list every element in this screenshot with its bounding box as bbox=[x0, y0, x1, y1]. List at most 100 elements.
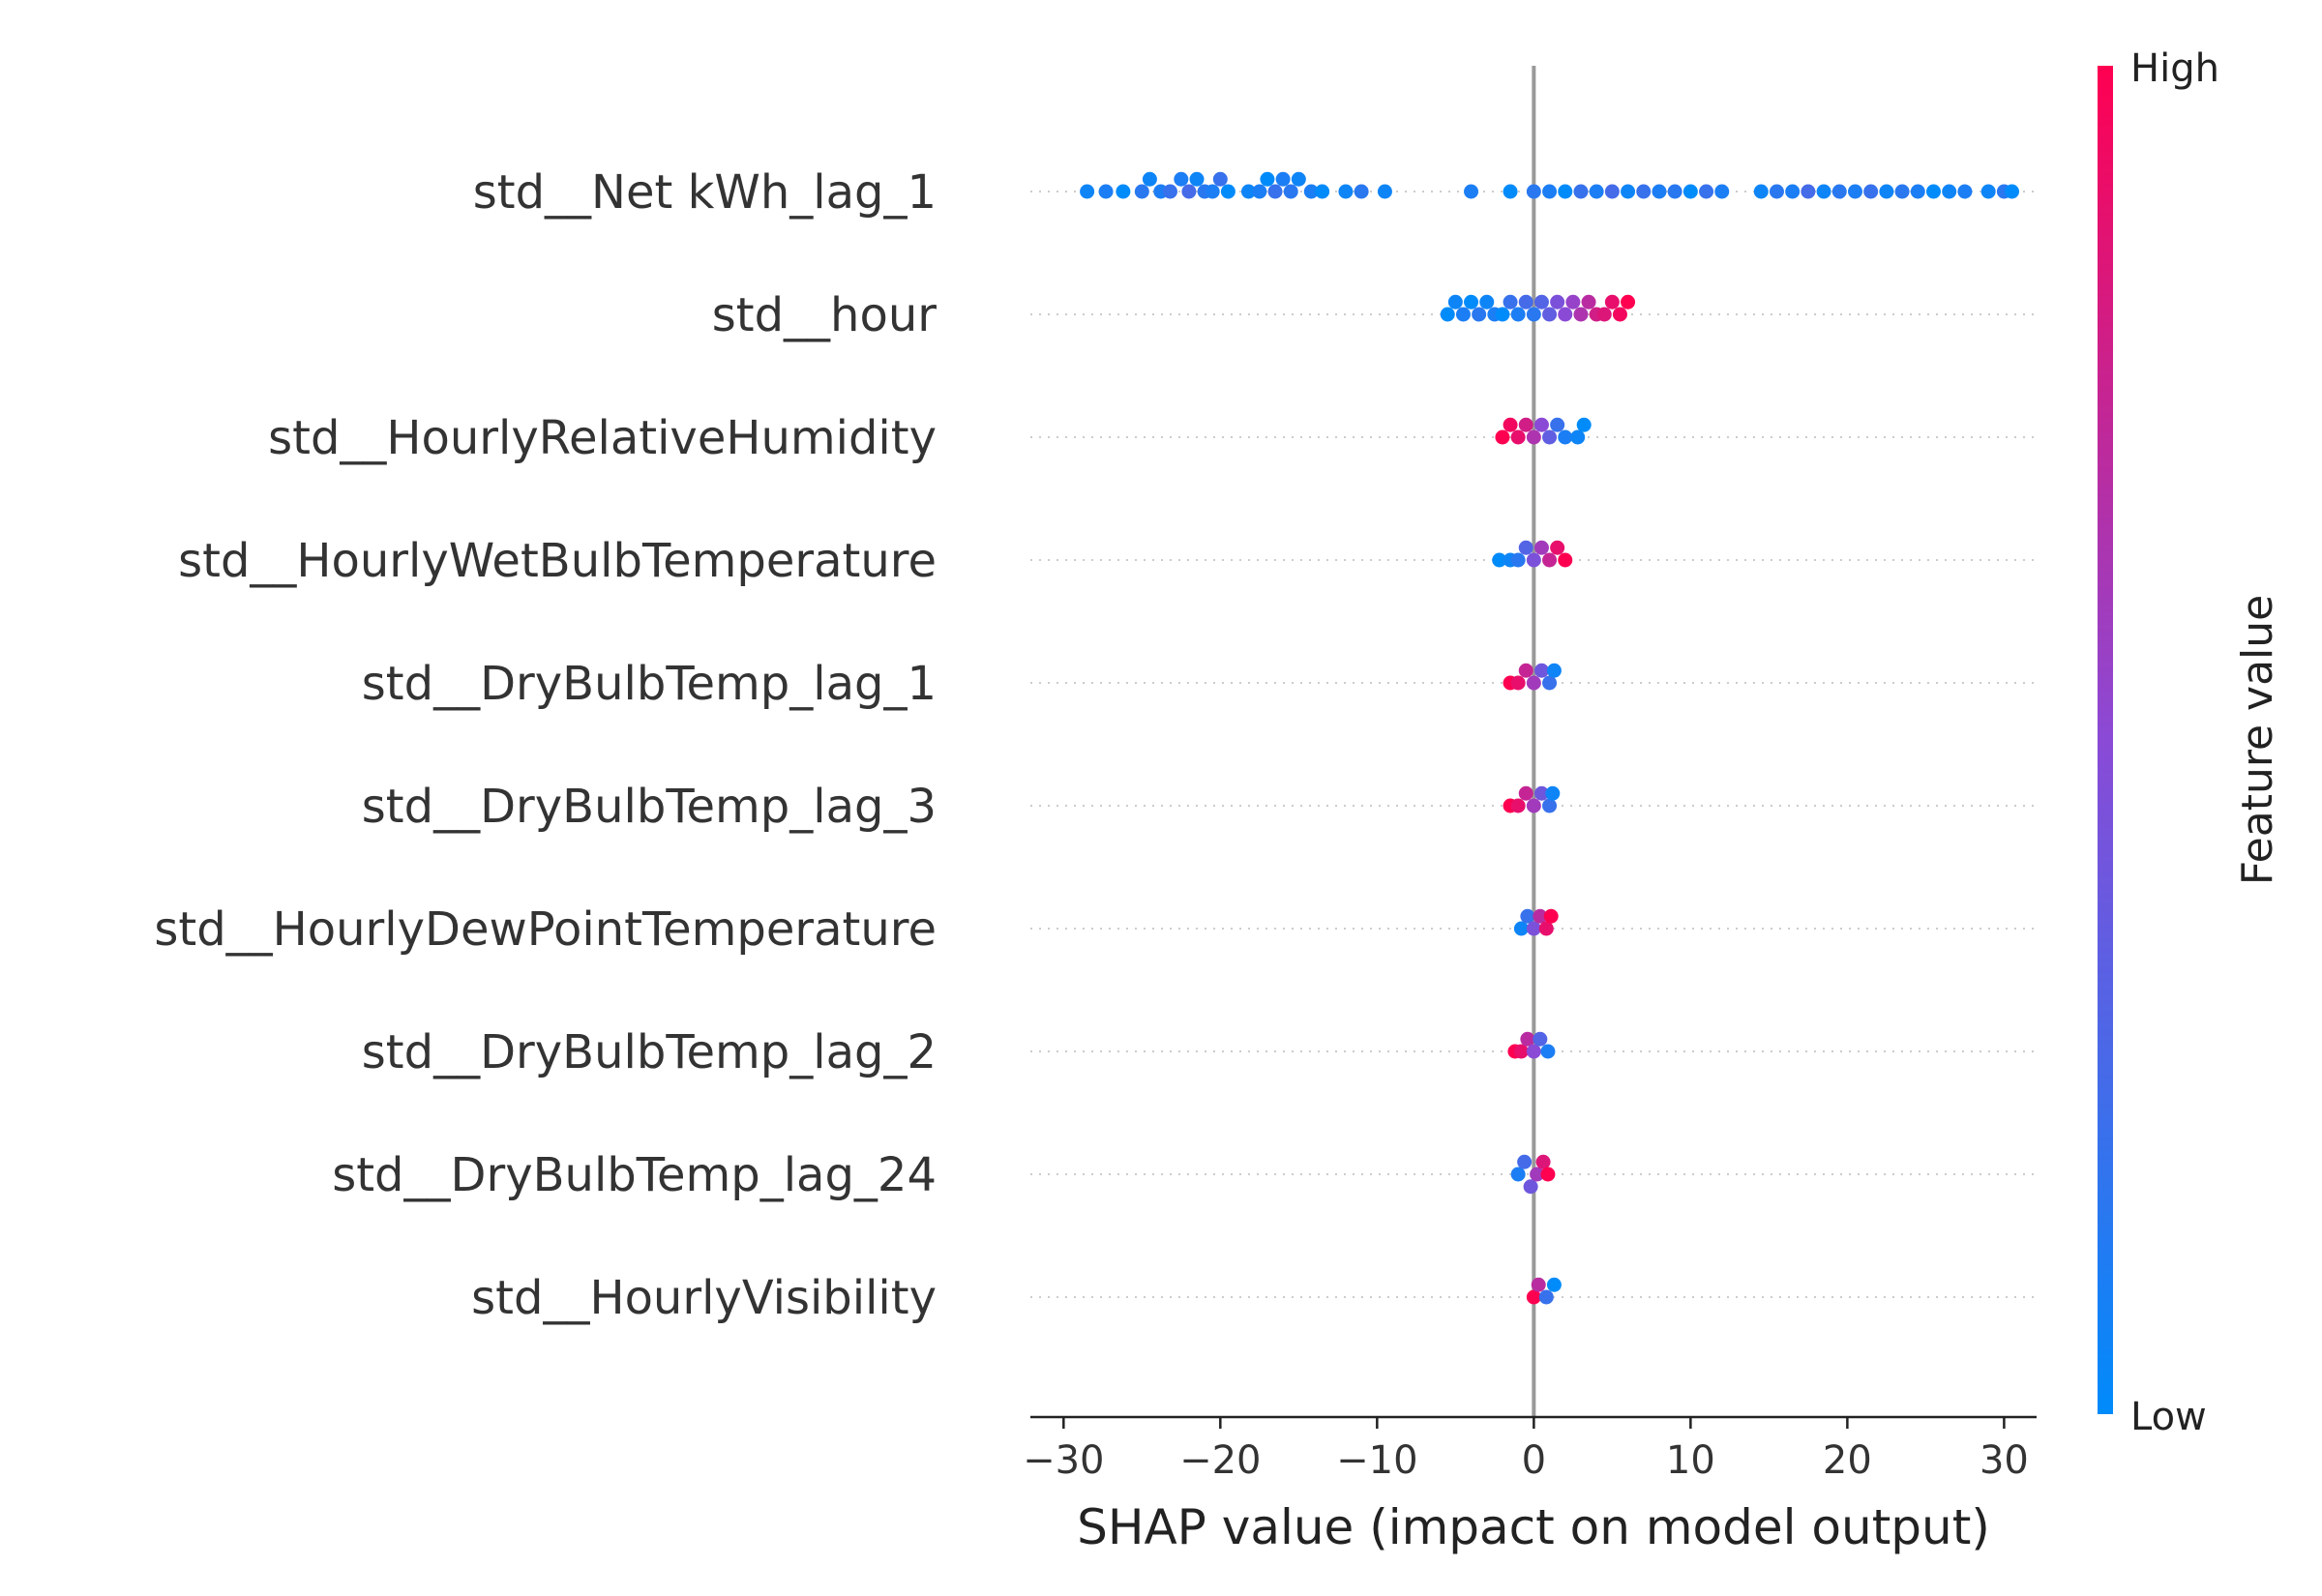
x-tick-label: 20 bbox=[1823, 1438, 1872, 1483]
feature-labels: std__Net kWh_lag_1 std__hour std__HourlyRe… bbox=[154, 165, 937, 1325]
feature-label: std__DryBulbTemp_lag_3 bbox=[362, 780, 937, 834]
shap-point bbox=[1589, 184, 1604, 199]
shap-point bbox=[1667, 184, 1682, 199]
shap-point bbox=[1550, 294, 1565, 310]
shap-point bbox=[1879, 184, 1894, 199]
shap-point bbox=[1542, 307, 1558, 322]
shap-point bbox=[1612, 307, 1627, 322]
x-tick-label: −30 bbox=[1023, 1438, 1104, 1483]
shap-point bbox=[1464, 184, 1479, 199]
shap-point bbox=[1573, 307, 1589, 322]
shap-point bbox=[1510, 1167, 1526, 1182]
colorbar-title: Feature value bbox=[2233, 595, 2282, 885]
shap-point bbox=[1957, 184, 1973, 199]
shap-point bbox=[1510, 429, 1526, 445]
shap-point bbox=[1518, 785, 1533, 801]
feature-label: std__HourlyVisibility bbox=[471, 1271, 937, 1325]
shap-point bbox=[1769, 184, 1784, 199]
shap-point bbox=[1847, 184, 1862, 199]
shap-point bbox=[1283, 184, 1298, 199]
shap-point bbox=[1542, 429, 1558, 445]
colorbar-gradient bbox=[2098, 66, 2113, 1414]
shap-point bbox=[1652, 184, 1667, 199]
shap-point bbox=[1526, 307, 1541, 322]
shap-point bbox=[1543, 908, 1559, 924]
shap-point bbox=[1621, 184, 1636, 199]
feature-label: std__HourlyRelativeHumidity bbox=[268, 411, 937, 465]
shap-point bbox=[1576, 417, 1592, 432]
shap-point bbox=[1267, 184, 1283, 199]
shap-point bbox=[1863, 184, 1879, 199]
shap-point bbox=[1533, 417, 1549, 432]
shap-point bbox=[1526, 429, 1541, 445]
shap-point bbox=[1785, 184, 1801, 199]
shap-point bbox=[1542, 552, 1558, 568]
x-tick-label: 10 bbox=[1666, 1438, 1715, 1483]
shap-point bbox=[1518, 663, 1533, 678]
shap-point bbox=[1699, 184, 1714, 199]
shap-point bbox=[1533, 540, 1549, 555]
shap-point bbox=[1604, 294, 1620, 310]
shap-point bbox=[1275, 171, 1291, 187]
shap-point bbox=[1538, 1289, 1554, 1305]
x-tick-label: −10 bbox=[1336, 1438, 1417, 1483]
shap-point bbox=[1503, 184, 1518, 199]
shap-point bbox=[1565, 294, 1581, 310]
feature-label: std__hour bbox=[712, 288, 938, 342]
shap-point bbox=[1510, 675, 1526, 691]
shap-point bbox=[1338, 184, 1354, 199]
shap-point bbox=[1546, 663, 1562, 678]
shap-point bbox=[1464, 294, 1479, 310]
shap-point bbox=[1472, 307, 1487, 322]
shap-point bbox=[1540, 1167, 1556, 1182]
shap-point bbox=[1581, 294, 1596, 310]
shap-point bbox=[1558, 429, 1573, 445]
shap-point bbox=[1174, 171, 1189, 187]
shap-point bbox=[1080, 184, 1095, 199]
x-tick-label: 30 bbox=[1980, 1438, 2029, 1483]
shap-point bbox=[1533, 1031, 1548, 1047]
shap-point bbox=[1116, 184, 1131, 199]
shap-point bbox=[1526, 552, 1541, 568]
shap-point bbox=[1142, 171, 1157, 187]
shap-point bbox=[1134, 184, 1149, 199]
shap-point bbox=[1510, 307, 1526, 322]
shap-point bbox=[1189, 171, 1205, 187]
shap-point bbox=[1801, 184, 1816, 199]
shap-point bbox=[1526, 184, 1541, 199]
shap-point bbox=[1503, 417, 1518, 432]
feature-label: std__HourlyDewPointTemperature bbox=[154, 902, 937, 957]
shap-point bbox=[1377, 184, 1392, 199]
shap-point bbox=[1162, 184, 1177, 199]
shap-point bbox=[2004, 184, 2019, 199]
shap-point bbox=[1518, 294, 1533, 310]
shap-point bbox=[1252, 184, 1267, 199]
shap-point bbox=[1531, 1277, 1546, 1292]
shap-point bbox=[1447, 294, 1463, 310]
shap-point bbox=[1518, 540, 1533, 555]
shap-point bbox=[1455, 307, 1471, 322]
shap-point bbox=[1510, 798, 1526, 813]
colorbar-high-label: High bbox=[2130, 46, 2219, 91]
shap-point bbox=[1495, 307, 1510, 322]
shap-point bbox=[1518, 417, 1533, 432]
shap-point bbox=[1533, 663, 1549, 678]
shap-point bbox=[1315, 184, 1330, 199]
shap-point bbox=[1520, 908, 1535, 924]
shap-point bbox=[1530, 1167, 1545, 1182]
shap-point bbox=[1714, 184, 1730, 199]
shap-point bbox=[1682, 184, 1698, 199]
shap-point bbox=[1910, 184, 1925, 199]
shap-point bbox=[1542, 184, 1558, 199]
shap-point bbox=[1621, 294, 1636, 310]
feature-label: std__DryBulbTemp_lag_1 bbox=[362, 657, 937, 711]
shap-point bbox=[1098, 184, 1114, 199]
shap-point bbox=[1291, 171, 1306, 187]
shap-point bbox=[1831, 184, 1847, 199]
shap-point bbox=[1558, 307, 1573, 322]
shap-point bbox=[1550, 417, 1565, 432]
shap-point bbox=[1570, 429, 1586, 445]
shap-point bbox=[1540, 1044, 1556, 1059]
shap-point bbox=[1479, 294, 1495, 310]
